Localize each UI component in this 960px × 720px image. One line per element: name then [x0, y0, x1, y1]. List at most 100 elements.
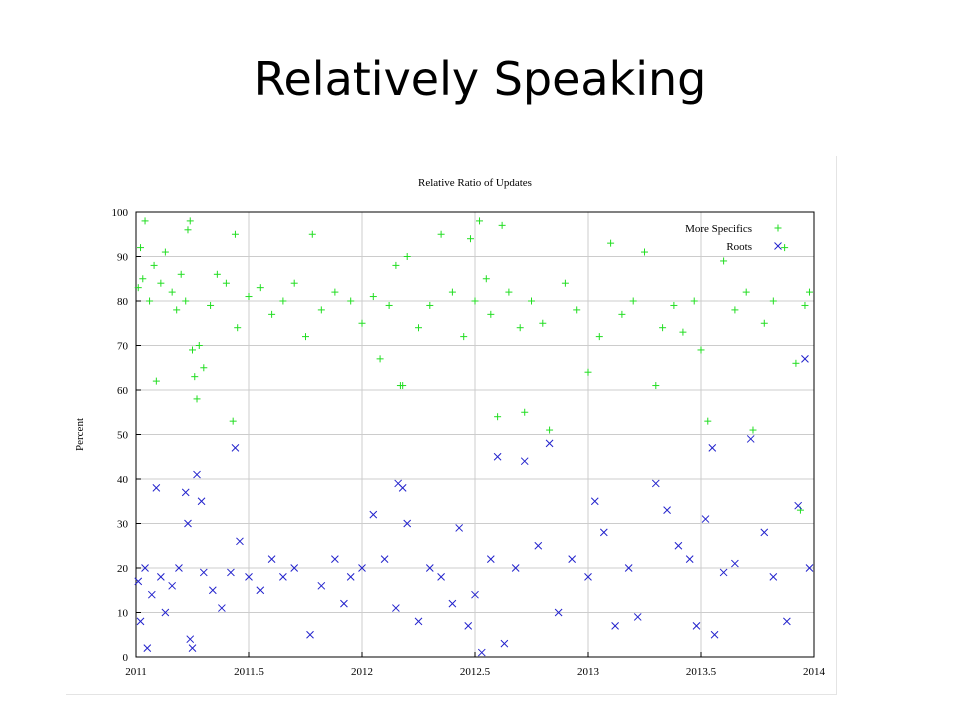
x-tick-label: 2011	[125, 666, 147, 678]
y-tick-label: 100	[112, 207, 129, 219]
roots-point	[306, 630, 314, 639]
roots-point	[227, 568, 235, 577]
more-specifics-point	[256, 284, 264, 292]
legend-marker	[774, 224, 782, 232]
roots-point	[554, 608, 563, 617]
more-specifics-point	[690, 297, 698, 305]
y-tick-label: 90	[117, 252, 129, 264]
more-specifics-point	[652, 382, 660, 390]
more-specifics-point	[347, 297, 355, 305]
more-specifics-point	[182, 297, 190, 305]
roots-point	[340, 599, 348, 608]
y-tick-label: 10	[117, 608, 129, 620]
more-specifics-point	[448, 288, 456, 296]
more-specifics-point	[618, 310, 626, 318]
more-specifics-point	[234, 324, 242, 332]
roots-point	[331, 555, 339, 563]
more-specifics-point	[792, 359, 800, 367]
more-specifics-point	[137, 244, 145, 252]
more-specifics-point	[207, 301, 215, 309]
roots-point	[746, 435, 755, 443]
more-specifics-point	[760, 319, 768, 327]
more-specifics-point	[482, 275, 490, 283]
more-specifics-point	[195, 342, 203, 349]
more-specifics-point	[641, 248, 648, 256]
x-tick-label: 2011.5	[234, 666, 264, 678]
more-specifics-point	[561, 279, 569, 287]
roots-point	[708, 443, 717, 452]
roots-point	[685, 555, 694, 563]
more-specifics-point	[177, 270, 185, 278]
roots-point	[674, 541, 683, 550]
roots-point	[193, 470, 201, 479]
roots-point	[403, 519, 412, 528]
y-tick-label: 80	[117, 296, 129, 308]
more-specifics-point	[173, 306, 181, 314]
y-tick-label: 50	[117, 430, 129, 442]
more-specifics-point	[189, 346, 196, 354]
more-specifics-point	[670, 301, 678, 309]
roots-point	[568, 555, 577, 563]
series-roots	[134, 354, 814, 657]
y-tick-label: 0	[123, 652, 129, 664]
roots-point	[425, 564, 434, 572]
roots-point	[290, 564, 299, 572]
more-specifics-point	[191, 373, 199, 381]
more-specifics-point	[290, 279, 298, 287]
more-specifics-point	[437, 230, 445, 238]
roots-point	[590, 497, 599, 506]
more-specifics-point	[161, 248, 169, 256]
roots-point	[611, 621, 619, 630]
roots-point	[168, 581, 177, 590]
roots-point	[471, 590, 479, 599]
more-specifics-point	[200, 364, 208, 372]
more-specifics-point	[731, 306, 739, 314]
y-tick-label: 30	[117, 519, 129, 531]
slide-title: Relatively Speaking	[253, 52, 707, 106]
more-specifics-point	[697, 346, 705, 354]
roots-point	[157, 573, 165, 581]
roots-point	[186, 635, 195, 644]
more-specifics-point	[279, 297, 287, 305]
more-specifics-point	[426, 301, 434, 309]
roots-point	[599, 528, 608, 537]
more-specifics-point	[573, 306, 581, 314]
more-specifics-point	[769, 297, 777, 305]
roots-point	[783, 617, 791, 626]
more-specifics-point	[498, 221, 506, 229]
more-specifics-point	[331, 288, 339, 296]
legend: More Specifics Roots	[685, 223, 782, 253]
more-specifics-point	[679, 328, 687, 336]
data-points	[134, 217, 814, 657]
roots-point	[448, 599, 457, 608]
more-specifics-point	[516, 324, 524, 332]
more-specifics-point	[157, 279, 165, 287]
roots-point	[380, 555, 389, 563]
more-specifics-point	[168, 288, 176, 296]
roots-point	[710, 630, 719, 639]
roots-point	[199, 568, 208, 577]
y-tick-label: 60	[117, 385, 129, 397]
roots-point	[175, 564, 183, 572]
more-specifics-point	[415, 324, 422, 332]
y-tick-label: 20	[117, 563, 129, 575]
more-specifics-point	[150, 261, 158, 269]
more-specifics-point	[222, 279, 230, 287]
more-specifics-point	[781, 244, 789, 252]
roots-point	[279, 573, 287, 581]
more-specifics-point	[184, 226, 192, 234]
chart-frame: 2011 2011.5 2012 2012.5 2013 2013.5 2014 0 10 20 3…	[66, 156, 837, 695]
roots-point	[369, 510, 378, 519]
more-specifics-point	[268, 310, 276, 318]
roots-point	[134, 577, 143, 586]
roots-point	[500, 639, 509, 648]
roots-point	[147, 590, 156, 599]
legend-label: Roots	[726, 241, 752, 253]
more-specifics-point	[720, 257, 728, 265]
roots-point	[731, 559, 739, 568]
x-tick-label: 2014	[803, 666, 826, 678]
more-specifics-point	[704, 417, 712, 425]
y-tick-label: 40	[117, 474, 129, 486]
more-specifics-point	[152, 377, 160, 385]
roots-point	[181, 488, 190, 497]
